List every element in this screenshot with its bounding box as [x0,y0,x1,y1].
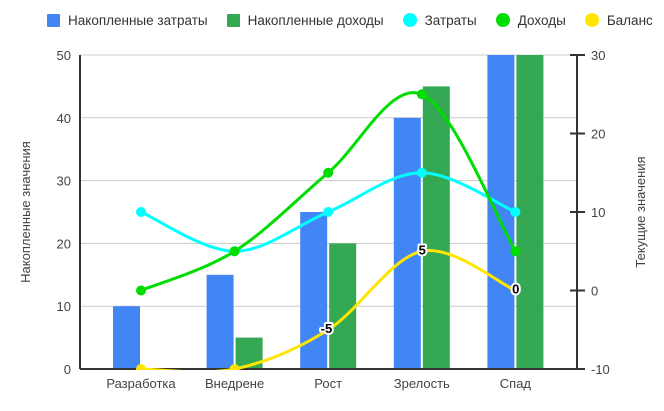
data-point-marker[interactable] [136,285,146,296]
bar[interactable] [516,55,544,369]
legend-label: Баланс [606,12,653,28]
data-point-marker[interactable] [323,167,334,178]
data-point-marker[interactable] [323,207,334,217]
right-axis-tick-label: 0 [591,284,598,299]
legend-label: Накопленные доходы [247,12,384,28]
data-points [136,89,521,374]
data-point-marker[interactable] [416,167,427,178]
x-axis-label: Разработка [106,376,176,391]
legend-item-costs[interactable]: Затраты [402,12,477,28]
bar[interactable] [487,55,515,369]
data-point-marker[interactable] [510,246,521,257]
annotation-label: -5 [321,321,333,336]
left-axis-tick-label: 40 [57,111,71,126]
legend-swatch-cyan-circle-icon [402,13,417,27]
legend-swatch-yellow-circle-icon [584,13,599,27]
legend-item-balance[interactable]: Баланс [584,12,653,28]
legend-swatch-blue-square-icon [47,13,60,27]
left-axis-tick-label: 0 [64,362,71,377]
legend-label: Доходы [517,12,566,28]
line-path [139,91,517,292]
data-point-marker[interactable] [510,285,521,296]
legend-swatch-green-square-icon [226,13,240,27]
annotation-label: 5 [419,242,426,257]
x-axis-label: Спад [500,376,532,391]
annotations: -5 5 0 [319,240,522,338]
bar[interactable] [300,212,328,369]
x-axis-label: Внедрене [205,376,264,391]
left-axis-title: Накопленные значения [18,141,33,283]
right-axis-tick-label: 20 [591,127,605,142]
bar[interactable] [113,306,140,369]
legend-item-cumulative-revenue[interactable]: Накопленные доходы [226,12,384,28]
bar-series [113,55,544,370]
left-axis-tick-label: 50 [57,48,71,63]
data-point-marker[interactable] [136,207,146,217]
bar[interactable] [422,86,450,370]
legend-item-cumulative-costs[interactable]: Накопленные затраты [47,13,208,28]
right-axis-title: Текущие значения [633,156,648,267]
legend-swatch-green-circle-icon [495,13,510,27]
bar[interactable] [206,274,234,369]
legend-label: Накопленные затраты [68,12,208,28]
right-axis-tick-label: 30 [591,48,605,63]
annotation-label: 0 [512,282,519,297]
x-axis-label: Зрелость [394,376,450,391]
data-point-marker[interactable] [416,246,427,257]
legend-label: Затраты [424,12,477,28]
chart-legend: Накопленные затраты Накопленные доходы З… [0,0,664,40]
left-axis-tick-label: 30 [57,174,71,189]
left-axis-tick-label: 10 [57,299,71,314]
legend-item-revenue[interactable]: Доходы [495,12,566,28]
right-axis-tick-label: 10 [591,205,605,220]
data-point-marker[interactable] [136,364,146,374]
data-point-marker[interactable] [416,89,427,100]
data-point-marker[interactable] [323,324,334,335]
x-axis-label: Рост [314,376,342,391]
data-point-marker[interactable] [229,364,240,374]
right-axis-tick-label: -10 [591,362,610,377]
data-point-marker[interactable] [510,207,521,217]
bar[interactable] [393,117,421,369]
bar[interactable] [329,243,357,369]
left-axis-tick-label: 20 [57,236,71,251]
data-point-marker[interactable] [229,246,240,257]
